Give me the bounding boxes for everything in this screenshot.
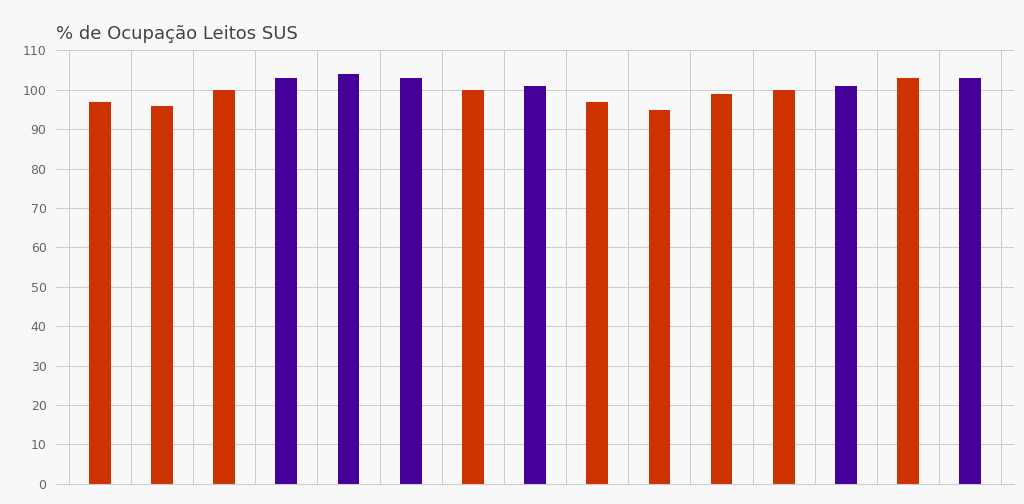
Bar [152,105,173,484]
Bar [524,86,546,484]
Bar [587,102,608,484]
Bar [648,109,671,484]
Bar [897,78,919,484]
Bar [462,90,483,484]
Bar [89,102,111,484]
Bar [275,78,297,484]
Bar [213,90,236,484]
Text: % de Ocupação Leitos SUS: % de Ocupação Leitos SUS [56,25,298,43]
Bar [711,94,732,484]
Bar [959,78,981,484]
Bar [399,78,422,484]
Bar [835,86,857,484]
Bar [338,74,359,484]
Bar [773,90,795,484]
